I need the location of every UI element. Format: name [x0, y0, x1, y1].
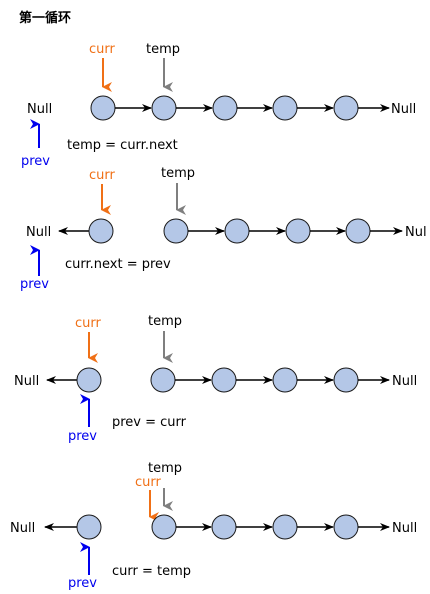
list-node	[333, 95, 359, 121]
null-label-left: Null	[27, 102, 52, 117]
curr-label: curr	[89, 42, 116, 57]
list-node	[272, 367, 298, 393]
step-4: temp curr Null prev Null curr = temp	[10, 461, 417, 591]
list-node	[272, 514, 298, 540]
list-node	[163, 218, 189, 244]
prev-label: prev	[68, 576, 97, 591]
step-caption: curr.next = prev	[65, 257, 171, 272]
null-label-right: Nul	[405, 225, 427, 240]
list-node	[90, 95, 116, 121]
curr-label: curr	[75, 316, 102, 331]
prev-label: prev	[20, 277, 49, 292]
step-caption: temp = curr.next	[67, 138, 178, 153]
temp-label: temp	[148, 314, 182, 329]
null-label-left: Null	[26, 225, 51, 240]
list-node	[88, 218, 114, 244]
step-1: curr temp Null prev Null temp = curr.nex…	[21, 42, 416, 169]
step-caption: prev = curr	[112, 415, 187, 430]
list-node	[333, 514, 359, 540]
list-node	[211, 367, 237, 393]
list-node	[151, 95, 177, 121]
step-2: curr temp Null prev Nul curr.next = prev	[20, 166, 427, 292]
step-caption: curr = temp	[112, 564, 191, 579]
list-node	[333, 367, 359, 393]
temp-label: temp	[161, 166, 195, 181]
list-node	[345, 218, 371, 244]
prev-label: prev	[21, 154, 50, 169]
null-label-left: Null	[10, 521, 35, 536]
curr-label: curr	[89, 168, 116, 183]
list-node	[285, 218, 311, 244]
list-node	[76, 514, 102, 540]
list-node	[212, 95, 238, 121]
temp-label: temp	[148, 461, 182, 476]
null-label-right: Null	[392, 521, 417, 536]
list-node	[150, 367, 176, 393]
temp-label: temp	[146, 42, 180, 57]
step-3: curr temp Null prev Null prev = curr	[14, 314, 417, 444]
list-node	[151, 514, 177, 540]
null-label-left: Null	[14, 374, 39, 389]
curr-label: curr	[135, 475, 162, 490]
null-label-right: Null	[392, 374, 417, 389]
null-label-right: Null	[391, 102, 416, 117]
list-node	[76, 367, 102, 393]
list-node	[272, 95, 298, 121]
list-node	[211, 514, 237, 540]
list-node	[224, 218, 250, 244]
prev-label: prev	[68, 429, 97, 444]
diagram-title: 第一循环	[19, 10, 71, 26]
